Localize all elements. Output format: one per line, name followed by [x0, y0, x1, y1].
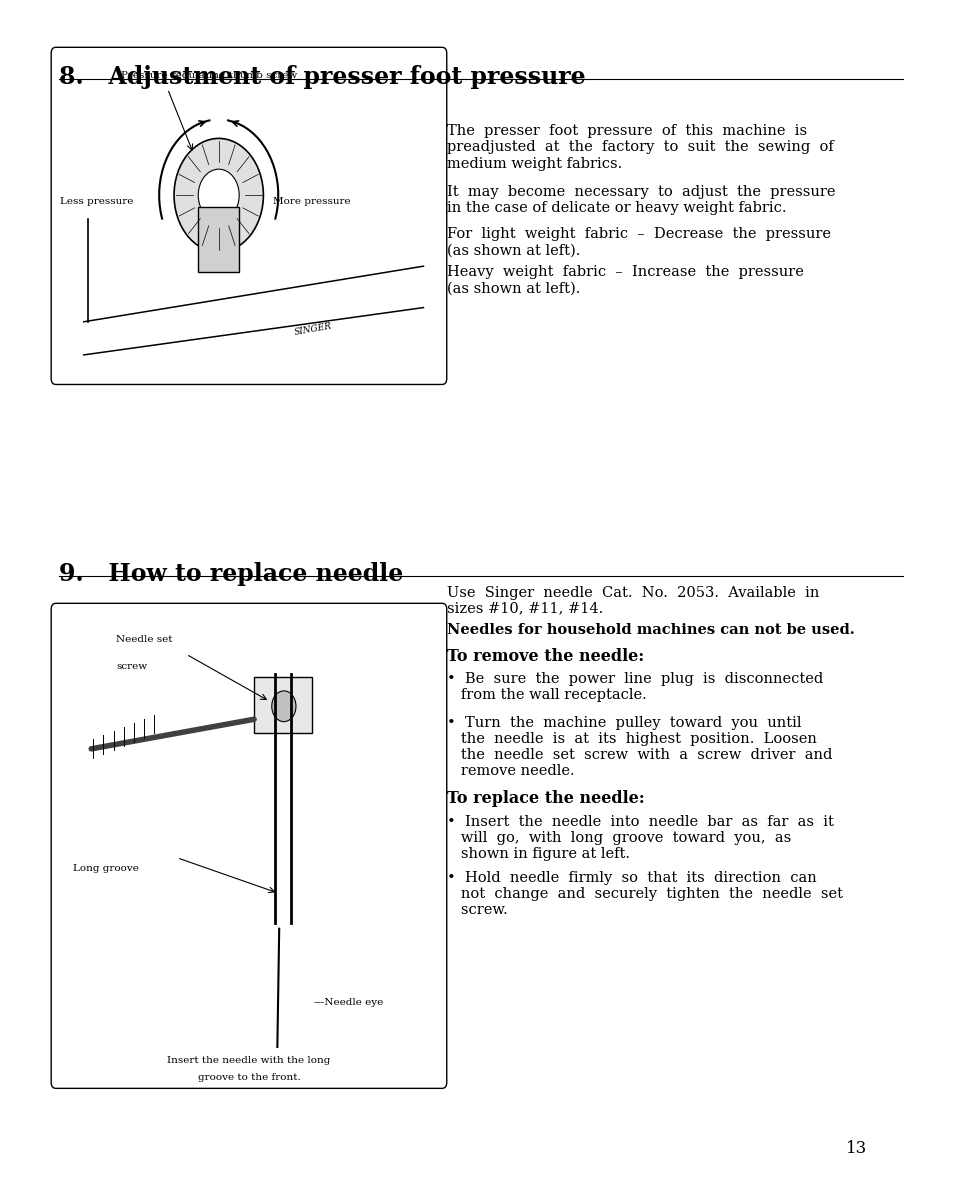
- Text: —Needle eye: —Needle eye: [314, 997, 382, 1007]
- Text: 8.   Adjustment of presser foot pressure: 8. Adjustment of presser foot pressure: [58, 65, 584, 89]
- Text: To remove the needle:: To remove the needle:: [446, 648, 643, 665]
- Text: 9.   How to replace needle: 9. How to replace needle: [58, 562, 402, 586]
- Text: •  Hold  needle  firmly  so  that  its  direction  can
   not  change  and  secu: • Hold needle firmly so that its directi…: [446, 871, 841, 917]
- Text: More pressure: More pressure: [273, 196, 350, 206]
- Circle shape: [198, 169, 239, 221]
- Text: •  Be  sure  the  power  line  plug  is  disconnected
   from the wall receptacl: • Be sure the power line plug is disconn…: [446, 672, 822, 703]
- Text: •  Turn  the  machine  pulley  toward  you  until
   the  needle  is  at  its  h: • Turn the machine pulley toward you unt…: [446, 716, 831, 778]
- FancyBboxPatch shape: [51, 603, 446, 1088]
- Text: The  presser  foot  pressure  of  this  machine  is
preadjusted  at  the  factor: The presser foot pressure of this machin…: [446, 124, 833, 170]
- Text: Insert the needle with the long: Insert the needle with the long: [167, 1056, 331, 1066]
- Text: Long groove: Long groove: [72, 864, 138, 873]
- Text: SINGER: SINGER: [293, 322, 332, 337]
- Bar: [253, 677, 312, 733]
- Text: •  Insert  the  needle  into  needle  bar  as  far  as  it
   will  go,  with  l: • Insert the needle into needle bar as f…: [446, 815, 833, 861]
- Text: Pressure regulating thumb screw: Pressure regulating thumb screw: [121, 71, 297, 80]
- FancyBboxPatch shape: [51, 47, 446, 384]
- Text: Less pressure: Less pressure: [60, 196, 133, 206]
- Text: groove to the front.: groove to the front.: [197, 1073, 300, 1082]
- Circle shape: [173, 138, 263, 252]
- Text: Needle set: Needle set: [116, 635, 172, 645]
- Text: Heavy  weight  fabric  –  Increase  the  pressure
(as shown at left).: Heavy weight fabric – Increase the press…: [446, 265, 802, 296]
- Text: To replace the needle:: To replace the needle:: [446, 790, 644, 807]
- Text: 13: 13: [844, 1140, 866, 1157]
- Circle shape: [272, 691, 295, 722]
- Text: For  light  weight  fabric  –  Decrease  the  pressure
(as shown at left).: For light weight fabric – Decrease the p…: [446, 227, 830, 258]
- Bar: [198, 207, 239, 272]
- Text: It  may  become  necessary  to  adjust  the  pressure
in the case of delicate or: It may become necessary to adjust the pr…: [446, 185, 835, 215]
- Text: screw: screw: [116, 662, 148, 672]
- Text: Use  Singer  needle  Cat.  No.  2053.  Available  in
sizes #10, #11, #14.: Use Singer needle Cat. No. 2053. Availab…: [446, 586, 819, 616]
- Text: Needles for household machines can not be used.: Needles for household machines can not b…: [446, 623, 854, 638]
